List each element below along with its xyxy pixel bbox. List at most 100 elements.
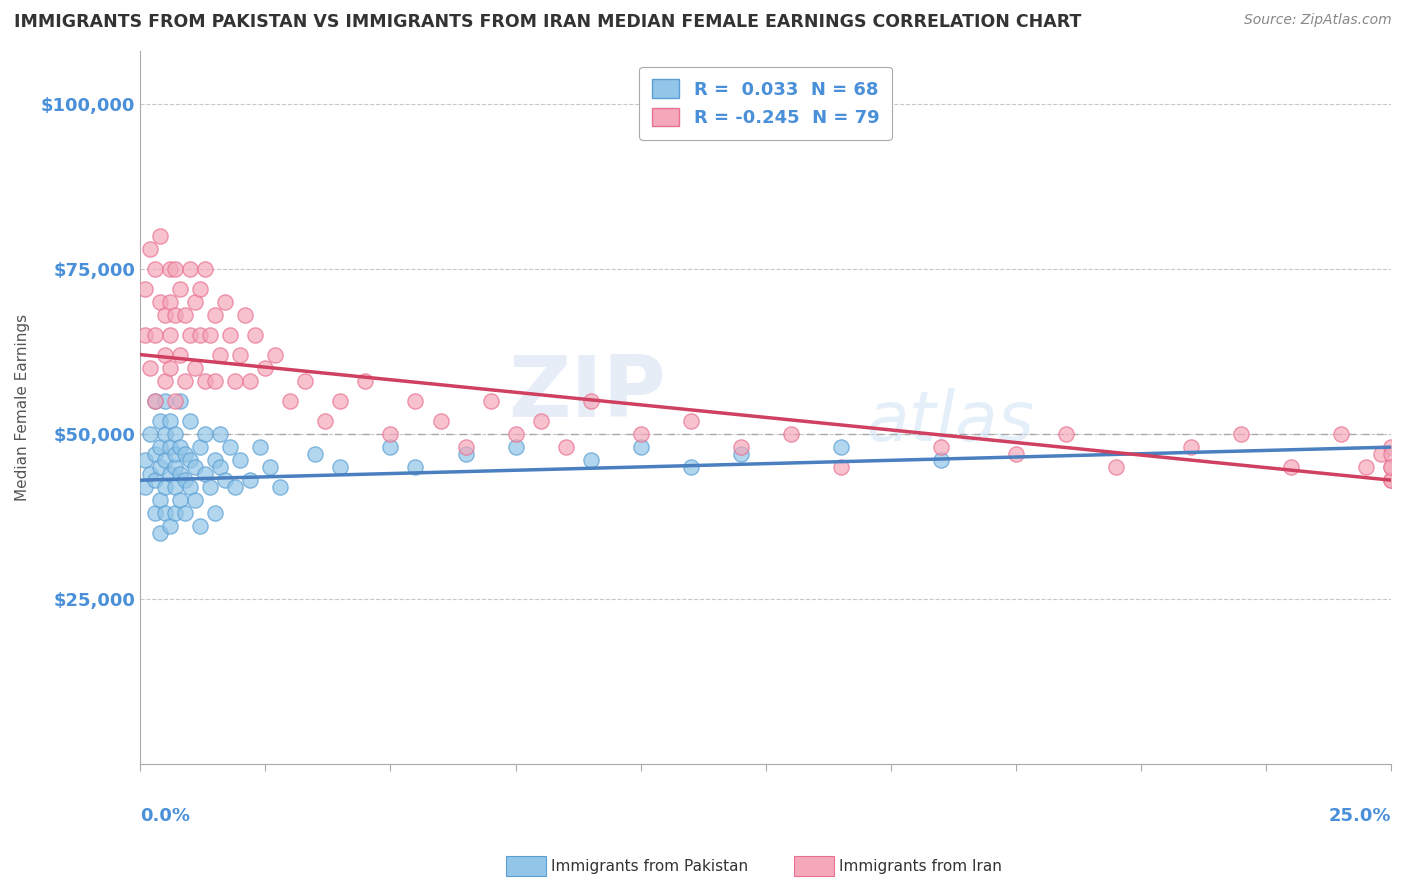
Point bbox=[165, 426, 187, 441]
Point bbox=[1379, 459, 1402, 474]
Point bbox=[159, 294, 181, 309]
Point bbox=[209, 426, 232, 441]
Point bbox=[190, 519, 212, 533]
Point bbox=[1279, 459, 1302, 474]
Point bbox=[149, 526, 172, 541]
Point bbox=[169, 348, 191, 362]
Point bbox=[239, 374, 262, 388]
Point bbox=[194, 467, 217, 481]
Point bbox=[204, 374, 226, 388]
Point bbox=[380, 440, 402, 454]
Point bbox=[165, 261, 187, 276]
Point bbox=[1379, 440, 1402, 454]
Point bbox=[329, 459, 352, 474]
Point bbox=[200, 480, 222, 494]
Legend: R =  0.033  N = 68, R = -0.245  N = 79: R = 0.033 N = 68, R = -0.245 N = 79 bbox=[640, 67, 891, 140]
Point bbox=[143, 506, 166, 520]
Point bbox=[214, 294, 236, 309]
Point bbox=[209, 459, 232, 474]
Point bbox=[1330, 426, 1353, 441]
Point bbox=[169, 281, 191, 295]
Point bbox=[239, 473, 262, 487]
Point bbox=[280, 393, 302, 408]
Point bbox=[554, 440, 576, 454]
Point bbox=[224, 374, 246, 388]
Point bbox=[184, 493, 207, 508]
Point bbox=[1379, 447, 1402, 461]
Text: 25.0%: 25.0% bbox=[1329, 807, 1391, 825]
Point bbox=[174, 308, 197, 322]
Point bbox=[149, 440, 172, 454]
Point bbox=[155, 308, 177, 322]
Point bbox=[155, 426, 177, 441]
Point bbox=[1230, 426, 1253, 441]
Point bbox=[1379, 473, 1402, 487]
Point bbox=[159, 467, 181, 481]
Point bbox=[139, 360, 162, 375]
Point bbox=[149, 228, 172, 243]
Point bbox=[529, 414, 551, 428]
Point bbox=[730, 447, 752, 461]
Point bbox=[143, 393, 166, 408]
Point bbox=[179, 414, 201, 428]
Point bbox=[505, 426, 527, 441]
Point bbox=[929, 440, 952, 454]
Point bbox=[405, 393, 427, 408]
Point bbox=[329, 393, 352, 408]
Point bbox=[155, 480, 177, 494]
Point bbox=[165, 480, 187, 494]
Point bbox=[1379, 459, 1402, 474]
Point bbox=[194, 426, 217, 441]
Point bbox=[139, 467, 162, 481]
Point bbox=[454, 440, 477, 454]
Point bbox=[314, 414, 336, 428]
Point bbox=[294, 374, 316, 388]
Point bbox=[264, 348, 287, 362]
Point bbox=[179, 327, 201, 342]
Point bbox=[204, 453, 226, 467]
Point bbox=[354, 374, 377, 388]
Point bbox=[204, 506, 226, 520]
Point bbox=[149, 459, 172, 474]
Point bbox=[304, 447, 326, 461]
Point bbox=[143, 261, 166, 276]
Point bbox=[254, 360, 277, 375]
Point bbox=[1054, 426, 1077, 441]
Point bbox=[165, 447, 187, 461]
Point bbox=[779, 426, 801, 441]
Point bbox=[579, 453, 602, 467]
Point bbox=[190, 440, 212, 454]
Point bbox=[139, 242, 162, 256]
Point bbox=[830, 459, 852, 474]
Point bbox=[249, 440, 271, 454]
Point bbox=[194, 374, 217, 388]
Point bbox=[155, 374, 177, 388]
Text: atlas: atlas bbox=[866, 388, 1033, 455]
Point bbox=[200, 327, 222, 342]
Point bbox=[405, 459, 427, 474]
Point bbox=[1105, 459, 1128, 474]
Point bbox=[429, 414, 451, 428]
Point bbox=[143, 473, 166, 487]
Point bbox=[149, 294, 172, 309]
Point bbox=[229, 453, 252, 467]
Point bbox=[179, 453, 201, 467]
Point bbox=[159, 261, 181, 276]
Point bbox=[219, 440, 242, 454]
Text: IMMIGRANTS FROM PAKISTAN VS IMMIGRANTS FROM IRAN MEDIAN FEMALE EARNINGS CORRELAT: IMMIGRANTS FROM PAKISTAN VS IMMIGRANTS F… bbox=[14, 13, 1081, 31]
Point bbox=[143, 327, 166, 342]
Point bbox=[219, 327, 242, 342]
Point bbox=[169, 393, 191, 408]
Point bbox=[169, 467, 191, 481]
Point bbox=[165, 459, 187, 474]
Point bbox=[194, 261, 217, 276]
Point bbox=[454, 447, 477, 461]
Point bbox=[184, 459, 207, 474]
Point bbox=[235, 308, 257, 322]
Point bbox=[134, 281, 156, 295]
Point bbox=[134, 327, 156, 342]
Point bbox=[159, 414, 181, 428]
Point bbox=[259, 459, 281, 474]
Text: Immigrants from Pakistan: Immigrants from Pakistan bbox=[551, 859, 748, 873]
Point bbox=[159, 360, 181, 375]
